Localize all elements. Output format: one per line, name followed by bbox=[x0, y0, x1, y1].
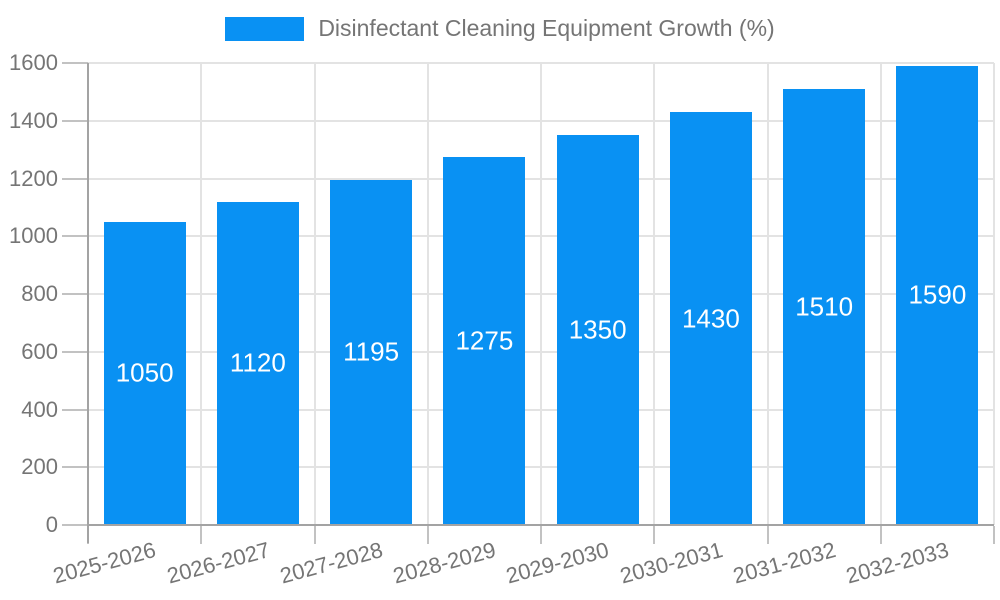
x-gridline bbox=[879, 63, 882, 525]
bar-value-label: 1430 bbox=[681, 303, 740, 334]
x-gridline bbox=[426, 63, 429, 525]
x-axis-tick bbox=[540, 526, 542, 544]
y-axis-tick bbox=[62, 235, 88, 238]
y-tick-label: 800 bbox=[21, 281, 58, 306]
x-axis-tick bbox=[200, 526, 203, 544]
y-axis-tick bbox=[62, 466, 88, 469]
x-tick-label: 2031-2032 bbox=[730, 537, 839, 589]
legend-series-label: Disinfectant Cleaning Equipment Growth (… bbox=[318, 15, 775, 41]
bar-value-label: 1350 bbox=[568, 314, 627, 345]
x-gridline bbox=[313, 63, 316, 525]
x-tick-label: 2029-2030 bbox=[503, 537, 612, 589]
chart-legend: Disinfectant Cleaning Equipment Growth (… bbox=[0, 15, 1000, 42]
x-gridline bbox=[993, 63, 995, 525]
y-tick-label: 400 bbox=[21, 396, 58, 422]
bar-value-label: 1275 bbox=[455, 325, 514, 356]
x-axis-tick bbox=[766, 526, 769, 544]
bar: 1120 bbox=[216, 201, 299, 525]
y-tick-label: 1400 bbox=[9, 107, 58, 133]
plot-area: 1050 1120 1195 1275 1350 1430 1510 1590 bbox=[88, 62, 995, 525]
y-axis-tick bbox=[62, 119, 88, 122]
x-axis-line bbox=[88, 524, 994, 526]
x-tick-label: 2026-2027 bbox=[163, 537, 273, 589]
x-axis-tick bbox=[653, 526, 656, 544]
bar: 1510 bbox=[783, 89, 866, 525]
x-tick-label: 2027-2028 bbox=[277, 537, 386, 589]
bar-value-label: 1120 bbox=[229, 347, 286, 378]
bar: 1195 bbox=[330, 179, 413, 525]
x-gridline bbox=[766, 63, 769, 525]
x-tick-label: 2025-2026 bbox=[50, 537, 159, 589]
x-axis-tick bbox=[313, 526, 316, 544]
y-tick-label: 1000 bbox=[9, 223, 58, 249]
y-axis-tick bbox=[62, 408, 88, 411]
x-tick-label: 2032-2033 bbox=[843, 537, 952, 589]
y-tick-label: 1600 bbox=[9, 50, 58, 75]
x-gridline bbox=[653, 63, 656, 525]
bar: 1430 bbox=[669, 112, 752, 525]
y-tick-label: 600 bbox=[21, 338, 58, 364]
y-tick-label: 200 bbox=[21, 454, 58, 480]
bar-value-label: 1050 bbox=[115, 357, 174, 388]
bar: 1590 bbox=[896, 65, 979, 525]
bar-value-label: 1195 bbox=[343, 336, 400, 367]
y-tick-label: 1200 bbox=[9, 165, 58, 191]
y-axis-tick bbox=[62, 350, 88, 353]
y-axis-tick bbox=[62, 177, 88, 180]
x-axis-tick bbox=[879, 526, 882, 544]
x-axis-tick bbox=[426, 526, 429, 544]
bar: 1275 bbox=[443, 156, 526, 525]
x-gridline bbox=[540, 63, 542, 525]
x-tick-label: 2028-2029 bbox=[390, 537, 499, 589]
y-axis-tick bbox=[62, 62, 88, 64]
x-tick-label: 2030-2031 bbox=[616, 537, 726, 589]
x-gridline bbox=[200, 63, 203, 525]
y-axis-tick bbox=[62, 524, 88, 526]
bar: 1350 bbox=[556, 135, 639, 525]
bar: 1050 bbox=[103, 221, 186, 525]
y-axis-tick bbox=[62, 293, 88, 295]
bar-value-label: 1510 bbox=[795, 291, 854, 322]
y-tick-label: 0 bbox=[45, 512, 58, 537]
y-axis-line bbox=[87, 63, 89, 543]
bar-value-label: 1590 bbox=[908, 279, 967, 310]
x-axis-tick bbox=[993, 526, 995, 544]
legend-swatch bbox=[225, 16, 305, 41]
